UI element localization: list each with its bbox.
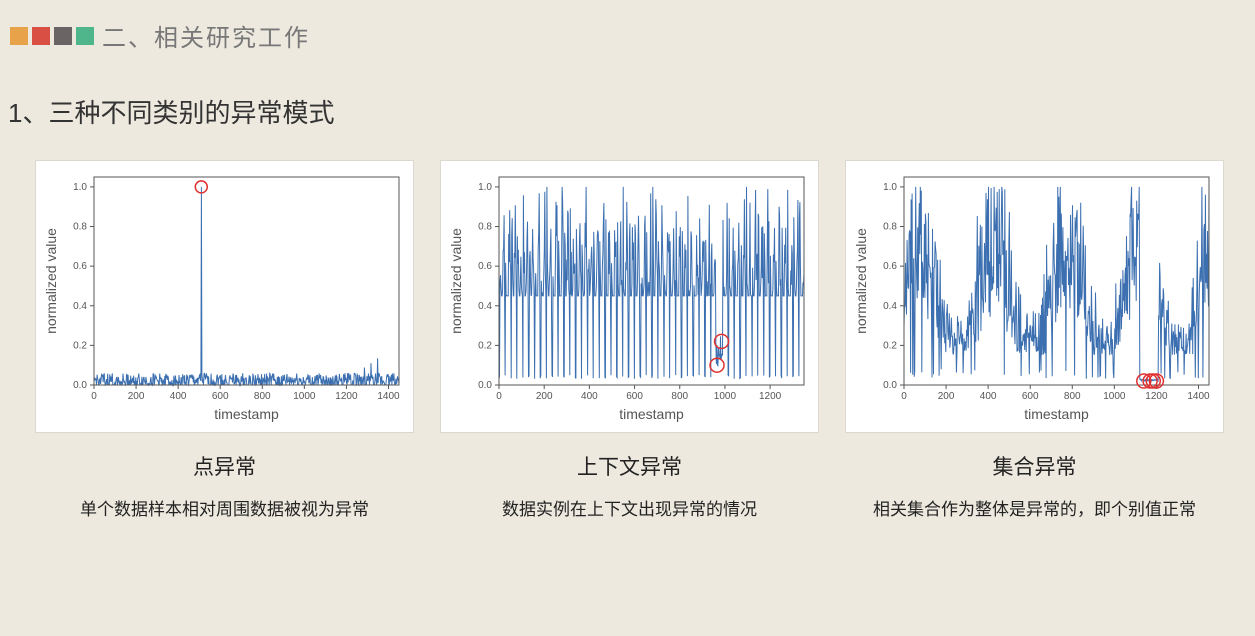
svg-text:0.0: 0.0	[478, 380, 492, 391]
svg-text:normalized value: normalized value	[448, 228, 464, 334]
svg-text:1.0: 1.0	[478, 182, 492, 193]
svg-text:0.8: 0.8	[73, 222, 87, 233]
svg-text:1200: 1200	[1145, 391, 1168, 402]
svg-text:400: 400	[980, 391, 997, 402]
svg-text:200: 200	[536, 391, 553, 402]
chart-svg: 0 200 400 600 800 1000 1200 1400 0.0 0.2 0.4 0.6 0.8…	[852, 167, 1217, 425]
svg-text:600: 600	[626, 391, 643, 402]
svg-text:timestamp: timestamp	[1024, 406, 1089, 422]
chart-col-1: 0 200 400 600 800 1000 1200 0.0 0.2 0.4 0.6 0.8 1.0 t…	[437, 160, 822, 520]
svg-text:1.0: 1.0	[883, 182, 897, 193]
accent-square	[76, 27, 94, 45]
svg-text:timestamp: timestamp	[619, 406, 684, 422]
chart-col-2: 0 200 400 600 800 1000 1200 1400 0.0 0.2 0.4 0.6 0.8…	[842, 160, 1227, 520]
accent-square	[32, 27, 50, 45]
svg-text:0: 0	[496, 391, 502, 402]
svg-text:0.8: 0.8	[883, 222, 897, 233]
chart-caption-title-0: 点异常	[193, 451, 256, 481]
svg-text:1200: 1200	[335, 391, 358, 402]
svg-text:0.4: 0.4	[883, 301, 897, 312]
chart-caption-title-2: 集合异常	[993, 451, 1077, 481]
svg-text:200: 200	[128, 391, 145, 402]
svg-text:1.0: 1.0	[73, 182, 87, 193]
svg-text:1000: 1000	[714, 391, 737, 402]
svg-text:600: 600	[212, 391, 229, 402]
header: 二、相关研究工作	[0, 0, 1255, 53]
section-title: 二、相关研究工作	[102, 18, 310, 53]
svg-text:0.8: 0.8	[478, 222, 492, 233]
svg-text:0.0: 0.0	[73, 380, 87, 391]
svg-text:600: 600	[1022, 391, 1039, 402]
svg-text:0: 0	[91, 391, 97, 402]
chart-svg: 0 200 400 600 800 1000 1200 1400 0.0 0.2 0.4 0.6 0.8…	[42, 167, 407, 425]
svg-text:0.2: 0.2	[883, 340, 897, 351]
charts-row: 0 200 400 600 800 1000 1200 1400 0.0 0.2 0.4 0.6 0.8…	[0, 130, 1255, 520]
svg-text:0.6: 0.6	[73, 261, 87, 272]
svg-text:800: 800	[671, 391, 688, 402]
svg-text:0.2: 0.2	[478, 340, 492, 351]
chart-col-0: 0 200 400 600 800 1000 1200 1400 0.0 0.2 0.4 0.6 0.8…	[32, 160, 417, 520]
svg-text:0.6: 0.6	[883, 261, 897, 272]
svg-text:1200: 1200	[759, 391, 782, 402]
accent-squares	[10, 27, 94, 45]
svg-text:0.6: 0.6	[478, 261, 492, 272]
svg-text:1000: 1000	[1103, 391, 1126, 402]
svg-text:1400: 1400	[377, 391, 400, 402]
svg-text:normalized value: normalized value	[43, 228, 59, 334]
svg-text:1400: 1400	[1187, 391, 1210, 402]
svg-text:0.4: 0.4	[478, 301, 492, 312]
svg-text:1000: 1000	[293, 391, 316, 402]
svg-text:timestamp: timestamp	[214, 406, 279, 422]
svg-text:800: 800	[1064, 391, 1081, 402]
svg-text:normalized value: normalized value	[853, 228, 869, 334]
accent-square	[54, 27, 72, 45]
chart-caption-desc-0: 单个数据样本相对周围数据被视为异常	[80, 495, 369, 520]
svg-text:200: 200	[938, 391, 955, 402]
chart-caption-title-1: 上下文异常	[577, 451, 682, 481]
svg-text:0.0: 0.0	[883, 380, 897, 391]
svg-text:800: 800	[254, 391, 271, 402]
chart-box-0: 0 200 400 600 800 1000 1200 1400 0.0 0.2 0.4 0.6 0.8…	[35, 160, 414, 433]
chart-caption-desc-2: 相关集合作为整体是异常的，即个别值正常	[873, 495, 1196, 520]
subheading: 1、三种不同类别的异常模式	[0, 53, 1255, 130]
svg-text:400: 400	[170, 391, 187, 402]
svg-text:0: 0	[901, 391, 907, 402]
chart-caption-desc-1: 数据实例在上下文出现异常的情况	[502, 495, 757, 520]
chart-svg: 0 200 400 600 800 1000 1200 0.0 0.2 0.4 0.6 0.8 1.0 t…	[447, 167, 812, 425]
svg-text:400: 400	[581, 391, 598, 402]
accent-square	[10, 27, 28, 45]
svg-text:0.2: 0.2	[73, 340, 87, 351]
svg-text:0.4: 0.4	[73, 301, 87, 312]
chart-box-1: 0 200 400 600 800 1000 1200 0.0 0.2 0.4 0.6 0.8 1.0 t…	[440, 160, 819, 433]
chart-box-2: 0 200 400 600 800 1000 1200 1400 0.0 0.2 0.4 0.6 0.8…	[845, 160, 1224, 433]
